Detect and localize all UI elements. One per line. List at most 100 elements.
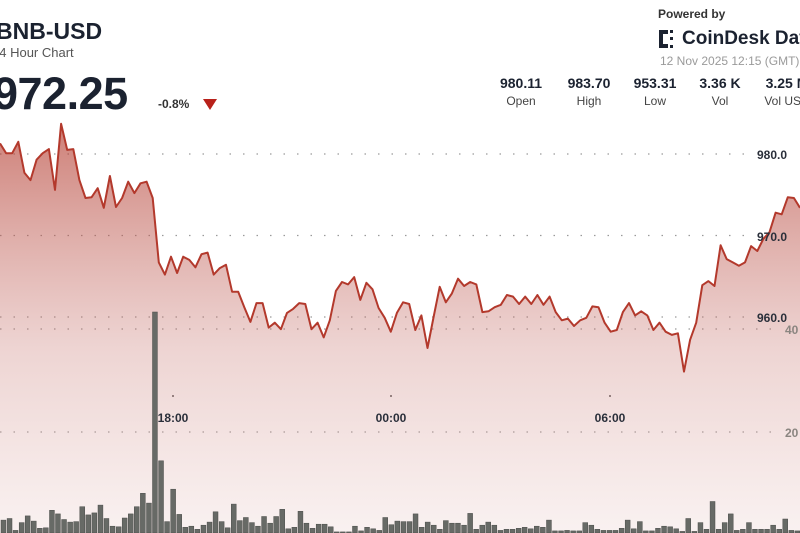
- volume-bar: [594, 529, 601, 533]
- volume-bars: [0, 311, 800, 533]
- volume-bar: [176, 514, 182, 533]
- volume-bar: [134, 506, 140, 533]
- volume-bar: [212, 511, 219, 533]
- volume-bar: [231, 503, 237, 533]
- volume-bar: [637, 521, 643, 533]
- stat-label: Vol: [711, 94, 729, 108]
- volume-bar: [370, 528, 376, 533]
- volume-bar: [552, 530, 558, 533]
- volume-bar: [43, 527, 49, 533]
- volume-tick-label: 20: [785, 426, 799, 440]
- volume-bar: [152, 311, 158, 533]
- volume-tick-label: 40: [785, 323, 799, 337]
- volume-bar: [667, 526, 673, 533]
- volume-bar: [479, 524, 485, 533]
- volume-bar: [182, 527, 188, 533]
- volume-bar: [285, 528, 291, 533]
- volume-bar: [267, 522, 273, 533]
- volume-bar: [449, 522, 455, 533]
- volume-bar: [388, 524, 395, 533]
- y-tick-label: 980.0: [757, 148, 787, 162]
- volume-bar: [515, 528, 522, 533]
- volume-bar: [418, 527, 425, 533]
- stat-value: 980.11: [499, 75, 543, 91]
- volume-bar: [321, 523, 328, 533]
- volume-bar: [303, 522, 310, 533]
- volume-bar: [467, 513, 473, 533]
- volume-bar: [612, 530, 619, 533]
- volume-bar: [73, 521, 79, 533]
- volume-bar: [315, 523, 322, 533]
- volume-bar: [558, 530, 564, 533]
- volume-bar: [146, 502, 152, 533]
- price-line: [0, 122, 800, 373]
- volume-bar: [261, 516, 267, 533]
- volume-bar: [770, 524, 776, 533]
- stat-value: 3.25 M: [765, 75, 800, 91]
- volume-bar: [352, 525, 358, 533]
- volume-bar: [140, 493, 146, 533]
- volume-bar: [618, 528, 625, 533]
- volume-bar: [431, 524, 437, 533]
- volume-bar: [49, 510, 55, 533]
- volume-bar: [24, 515, 31, 533]
- volume-bar: [115, 526, 122, 533]
- volume-bar: [297, 511, 304, 533]
- volume-bar: [224, 527, 231, 533]
- stat-vol-usd: 3.25 M Vol USD: [752, 75, 800, 108]
- volume-bar: [655, 528, 661, 533]
- logo-text: CoinDesk Data: [682, 28, 800, 49]
- volume-bar: [521, 527, 528, 533]
- x-tick-label: 06:00: [595, 411, 626, 425]
- volume-bar: [600, 530, 607, 533]
- volume-bar: [631, 528, 637, 533]
- volume-bar: [309, 528, 316, 533]
- y-tick-label: 960.0: [757, 311, 787, 325]
- stat-value: 953.31: [633, 75, 677, 91]
- volume-bar: [624, 519, 631, 533]
- volume-bar: [255, 525, 261, 533]
- stat-low: 953.31 Low: [620, 75, 690, 108]
- volume-bar: [37, 528, 43, 533]
- volume-bar: [328, 526, 334, 533]
- volume-bar: [564, 530, 570, 533]
- volume-bar: [534, 525, 540, 533]
- volume-bar: [728, 513, 734, 533]
- stat-label: Open: [506, 94, 536, 108]
- volume-bar: [697, 522, 704, 533]
- volume-bar: [97, 504, 104, 533]
- volume-bar: [776, 529, 782, 533]
- stat-vol: 3.36 K Vol: [685, 75, 755, 108]
- volume-bar: [406, 521, 413, 533]
- volume-bar: [443, 520, 449, 533]
- volume-bar: [85, 514, 91, 533]
- volume-bar: [673, 528, 679, 533]
- coindesk-logo[interactable]: CoinDesk Data: [658, 28, 800, 50]
- stat-label: Low: [643, 94, 666, 108]
- volume-bar: [424, 521, 431, 533]
- volume-bar: [788, 530, 795, 533]
- volume-bar: [721, 522, 728, 533]
- volume-bar: [746, 522, 752, 533]
- volume-bar: [570, 530, 576, 533]
- chart-subtitle: 24 Hour Chart: [0, 45, 74, 60]
- volume-bar: [340, 531, 346, 533]
- volume-bar: [273, 516, 279, 533]
- axis-labels: 980.0 970.0 960.0 40 20 18:00 00:00 06:0…: [158, 148, 799, 440]
- volume-bar: [394, 520, 401, 533]
- volume-bar: [540, 527, 546, 533]
- volume-bar: [649, 530, 655, 533]
- volume-bar: [194, 529, 201, 533]
- volume-bar: [158, 460, 164, 533]
- stat-label: Vol USD: [764, 94, 800, 108]
- stat-high: 983.70 High: [554, 75, 624, 108]
- volume-bar: [606, 530, 613, 533]
- stat-label: High: [576, 94, 602, 108]
- volume-bar: [0, 519, 7, 533]
- volume-bar: [497, 530, 504, 533]
- volume-bar: [400, 521, 407, 533]
- down-arrow-icon: [203, 99, 217, 110]
- volume-bar: [509, 529, 516, 533]
- volume-bar: [709, 501, 716, 533]
